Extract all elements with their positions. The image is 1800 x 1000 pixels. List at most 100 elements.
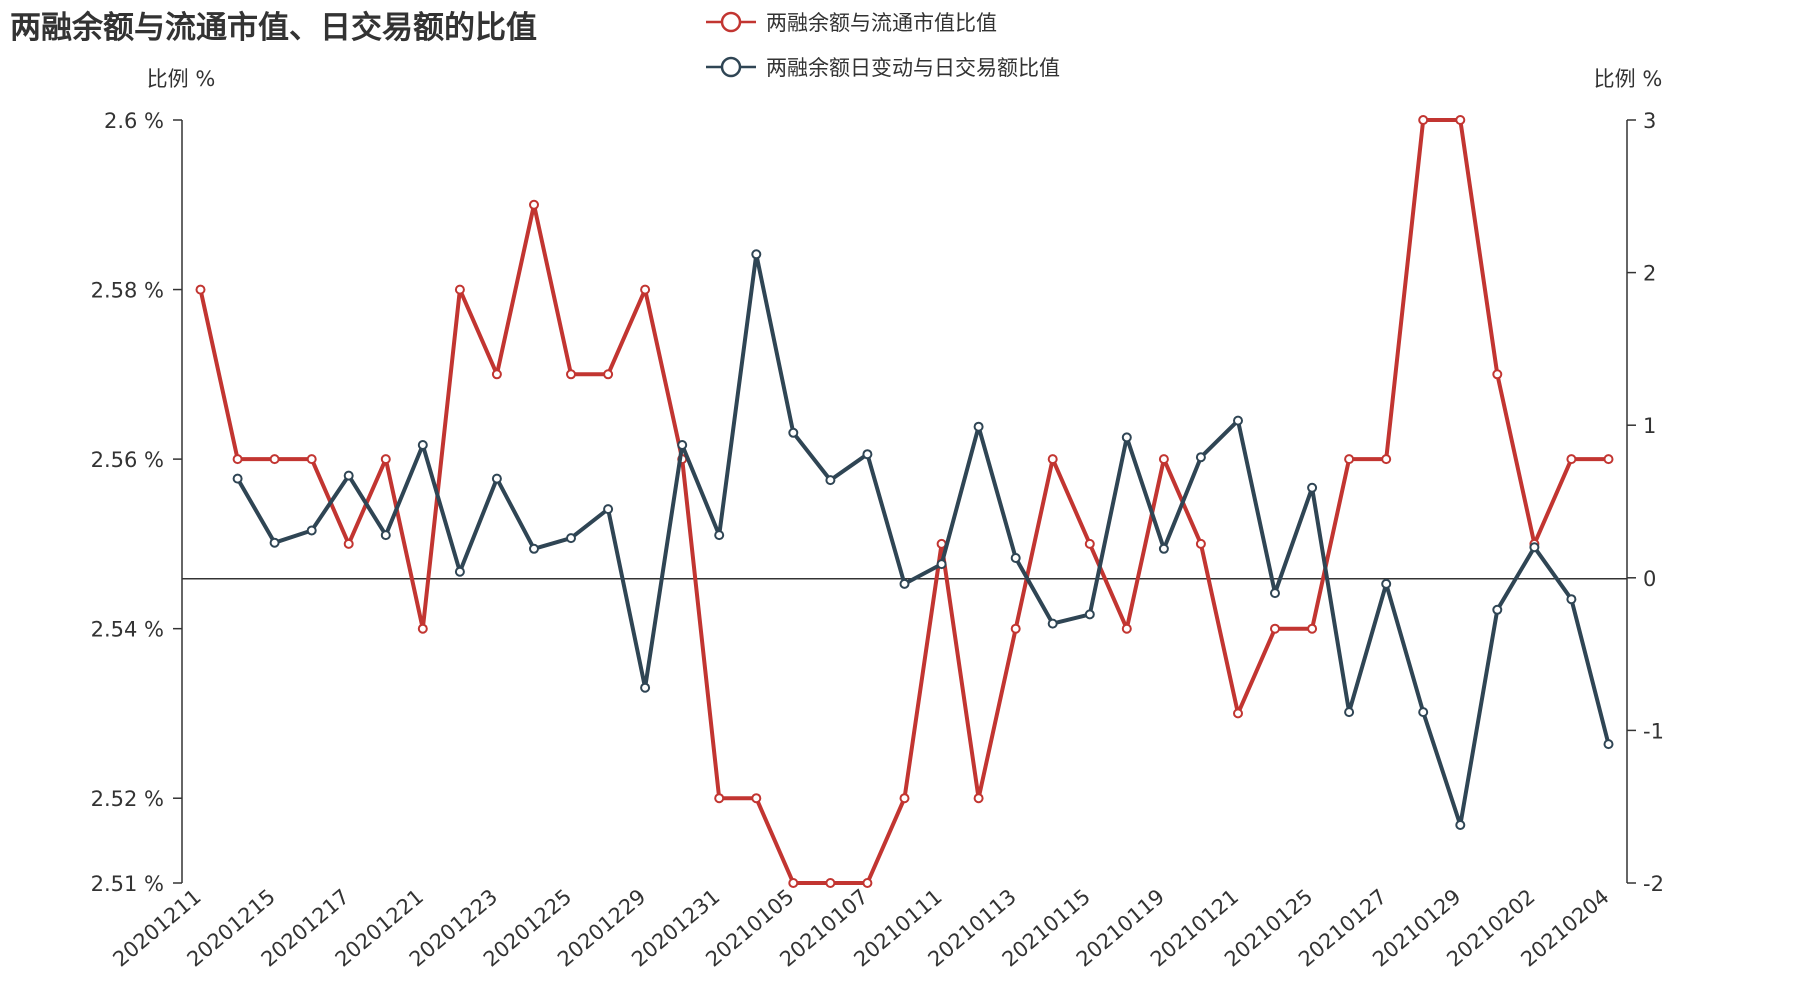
data-point[interactable] [751,249,762,260]
data-point[interactable] [603,504,614,515]
data-point[interactable] [1492,369,1503,380]
legend-label: 两融余额与流通市值比值 [766,11,997,35]
series-line-2 [235,252,1611,827]
data-point[interactable] [788,427,799,438]
data-point[interactable] [640,682,651,693]
data-point[interactable] [1381,578,1392,589]
data-point[interactable] [566,369,576,380]
data-point[interactable] [1084,609,1095,620]
legend-item-change-ratio[interactable]: 两融余额日变动与日交易额比值 [706,56,1060,80]
data-point[interactable] [343,470,354,481]
left-axis-label: 比例 % [147,67,216,91]
data-point[interactable] [1529,542,1540,553]
data-point[interactable] [566,533,576,544]
right-axis-label: 比例 % [1594,67,1663,91]
data-point[interactable] [1455,820,1466,830]
data-point[interactable] [899,793,910,804]
left-tick-label: 2.56 % [91,448,164,472]
data-point[interactable] [1233,708,1243,719]
data-point[interactable] [1381,454,1392,465]
data-point[interactable] [529,543,539,554]
data-point[interactable] [825,878,836,888]
right-tick-label: -1 [1643,719,1664,743]
data-point[interactable] [269,537,280,548]
data-point[interactable] [417,623,428,634]
data-point[interactable] [1047,618,1058,629]
data-point[interactable] [1307,623,1318,634]
data-point[interactable] [1492,604,1503,615]
legend-label: 两融余额日变动与日交易额比值 [766,56,1060,80]
data-point[interactable] [1195,452,1206,463]
data-point[interactable] [1270,623,1280,634]
data-point[interactable] [1158,454,1169,465]
data-point[interactable] [1455,115,1466,125]
left-tick-label: 2.51 % [91,872,164,896]
data-point[interactable] [788,878,799,888]
data-point[interactable] [862,449,873,460]
data-point[interactable] [306,525,317,536]
data-point[interactable] [343,538,354,549]
right-tick-label: 1 [1643,414,1656,438]
data-point[interactable] [1195,538,1206,549]
data-point[interactable] [973,421,984,432]
left-tick-label: 2.58 % [91,279,164,303]
data-point[interactable] [1307,482,1318,493]
data-point[interactable] [1084,538,1095,549]
left-tick-label: 2.52 % [91,787,164,811]
left-tick-label: 2.6 % [104,109,164,133]
data-point[interactable] [603,369,614,380]
series-line-1 [198,118,1609,885]
data-point[interactable] [1010,553,1021,563]
data-point[interactable] [1344,454,1355,465]
right-tick-label: 3 [1643,109,1656,133]
data-point[interactable] [380,530,391,541]
data-point[interactable] [973,793,984,804]
data-point[interactable] [1603,454,1614,465]
right-tick-label: 2 [1643,262,1656,286]
data-point[interactable] [380,454,391,465]
chart-title: 两融余额与流通市值、日交易额的比值 [10,10,537,46]
data-point[interactable] [1418,115,1429,125]
data-point[interactable] [195,284,206,295]
data-point[interactable] [936,559,947,570]
data-point[interactable] [417,440,428,450]
data-point[interactable] [306,454,317,465]
data-point[interactable] [1047,454,1058,465]
data-point[interactable] [269,454,280,465]
data-point[interactable] [714,793,725,804]
x-axis-ticks: 2020121120201215202012172020122120201223… [108,884,1613,971]
data-point[interactable] [714,530,725,541]
data-point[interactable] [899,578,910,589]
right-tick-label: 0 [1643,567,1656,591]
right-axis-ticks: -2 -1 0 1 2 3 [1627,109,1664,896]
data-point[interactable] [232,454,243,465]
data-point[interactable] [1344,707,1355,718]
data-point[interactable] [1566,594,1577,605]
data-point[interactable] [1121,432,1132,443]
data-point[interactable] [1233,415,1243,426]
data-point[interactable] [232,473,243,484]
data-point[interactable] [454,284,465,295]
data-point[interactable] [1603,739,1614,750]
legend: 两融余额与流通市值比值 两融余额日变动与日交易额比值 [706,11,1060,80]
data-point[interactable] [529,199,539,210]
data-point[interactable] [640,284,651,295]
data-point[interactable] [491,369,502,380]
data-point[interactable] [454,566,465,577]
data-point[interactable] [1566,454,1577,465]
data-point[interactable] [1121,623,1132,634]
legend-item-margin-ratio[interactable]: 两融余额与流通市值比值 [706,11,997,35]
data-point[interactable] [825,475,836,486]
left-tick-label: 2.54 % [91,618,164,642]
data-point[interactable] [1158,543,1169,554]
data-point[interactable] [1418,707,1429,718]
data-point[interactable] [677,440,688,450]
data-point[interactable] [1270,588,1280,599]
data-point[interactable] [751,793,762,804]
right-tick-label: -2 [1643,872,1664,896]
left-axis-ticks: 2.51 % 2.52 % 2.54 % 2.56 % 2.58 % 2.6 % [91,109,182,896]
data-point[interactable] [491,473,502,484]
data-point[interactable] [862,878,873,888]
data-point[interactable] [1010,623,1021,634]
